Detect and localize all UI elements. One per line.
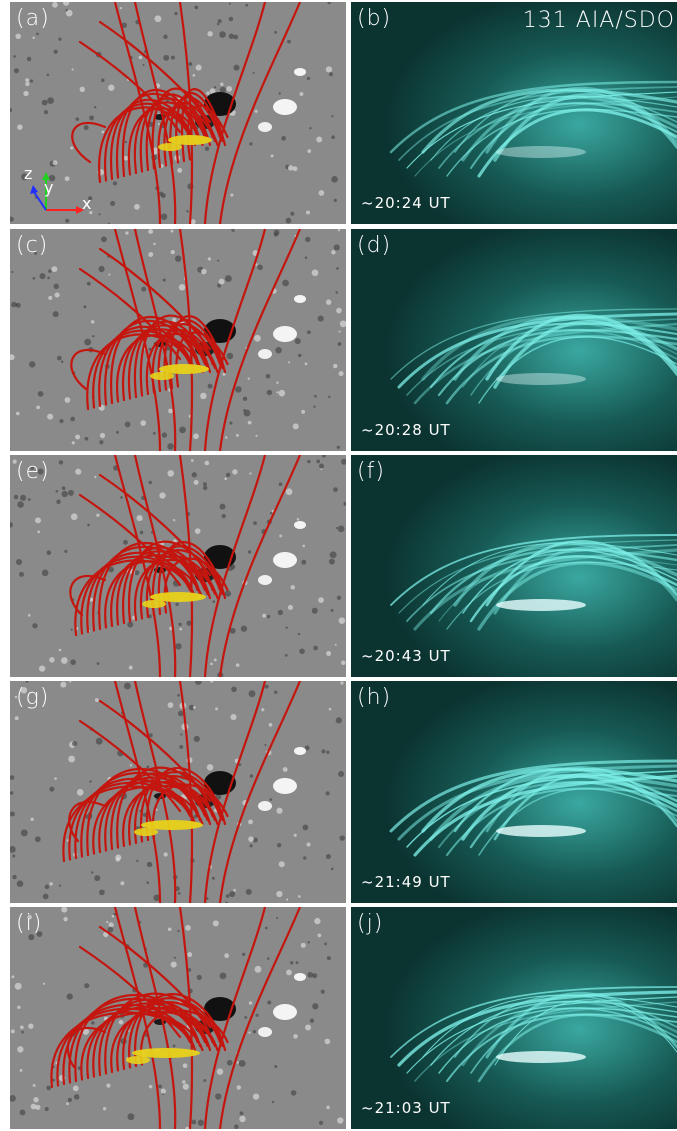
panel-label-i: (i) xyxy=(16,911,43,936)
euv-image xyxy=(351,907,677,1129)
panel-label-c: (c) xyxy=(16,233,49,258)
time-label-b: ~20:24 UT xyxy=(361,194,451,212)
euv-image xyxy=(351,229,677,451)
panel-label-b: (b) xyxy=(357,6,392,31)
panel-label-j: (j) xyxy=(357,911,384,936)
panel-label-g: (g) xyxy=(16,685,50,710)
euv-image xyxy=(351,681,677,903)
euv-panel-f: (f) ~20:43 UT xyxy=(351,455,677,677)
panel-label-d: (d) xyxy=(357,233,392,258)
magnetogram-field-lines xyxy=(10,681,346,903)
magnetogram-panel-e: (e) xyxy=(10,455,346,677)
magnetogram-panel-i: (i) xyxy=(10,907,346,1129)
euv-panel-d: (d) ~20:28 UT xyxy=(351,229,677,451)
euv-image xyxy=(351,2,677,224)
magnetogram-panel-g: (g) xyxy=(10,681,346,903)
magnetogram-field-lines xyxy=(10,2,346,224)
euv-panel-b: (b) 131 AIA/SDO ~20:24 UT xyxy=(351,2,677,224)
magnetogram-field-lines xyxy=(10,455,346,677)
panel-label-a: (a) xyxy=(16,6,50,31)
time-label-h: ~21:49 UT xyxy=(361,873,451,891)
panel-label-h: (h) xyxy=(357,685,392,710)
axis-y-label: y xyxy=(44,178,54,197)
magnetogram-field-lines xyxy=(10,229,346,451)
magnetogram-field-lines xyxy=(10,907,346,1129)
magnetogram-panel-c: (c) xyxy=(10,229,346,451)
instrument-label: 131 AIA/SDO xyxy=(522,8,675,33)
axis-x-label: x xyxy=(82,194,92,213)
axis-z-label: z xyxy=(24,164,33,183)
time-label-j: ~21:03 UT xyxy=(361,1099,451,1117)
euv-panel-h: (h) ~21:49 UT xyxy=(351,681,677,903)
time-label-d: ~20:28 UT xyxy=(361,421,451,439)
euv-image xyxy=(351,455,677,677)
panel-label-f: (f) xyxy=(357,459,385,484)
time-label-f: ~20:43 UT xyxy=(361,647,451,665)
panel-label-e: (e) xyxy=(16,459,50,484)
axis-triad-arrows xyxy=(30,172,84,214)
euv-panel-j: (j) ~21:03 UT xyxy=(351,907,677,1129)
magnetogram-panel-a: (a) x y z xyxy=(10,2,346,224)
